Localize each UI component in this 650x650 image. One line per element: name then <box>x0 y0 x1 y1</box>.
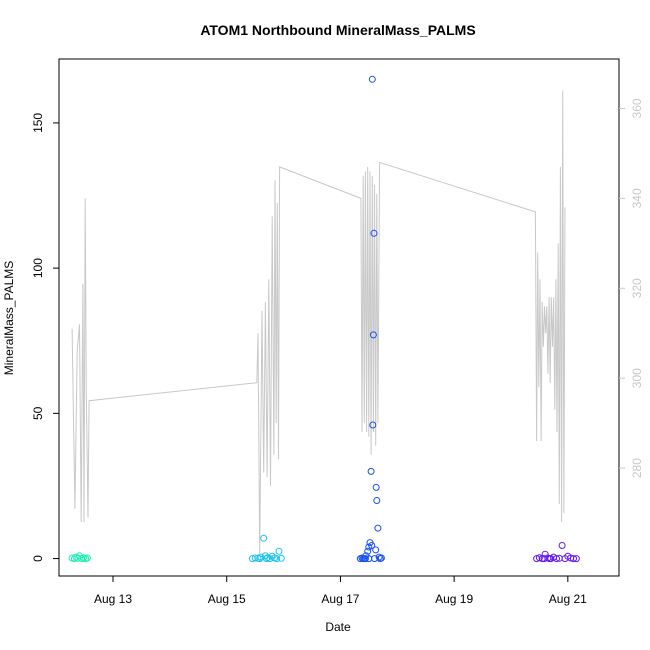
data-point <box>372 546 380 554</box>
data-point <box>361 555 369 563</box>
data-point <box>570 555 577 563</box>
data-point <box>369 421 377 429</box>
points-layer <box>68 75 580 563</box>
data-point <box>546 555 554 563</box>
secondary-line <box>71 90 566 554</box>
data-point <box>367 467 375 475</box>
y-tick-label: 50 <box>31 406 45 420</box>
data-point <box>558 542 566 549</box>
data-point <box>368 542 376 549</box>
data-point <box>83 554 91 562</box>
data-point <box>370 229 378 237</box>
x-axis: Aug 13 Aug 15 Aug 17 Aug 19 Aug 21 <box>94 576 587 606</box>
x-tick-label: Aug 21 <box>549 592 587 606</box>
y-tick-label: 0 <box>31 555 45 562</box>
data-point <box>369 331 377 339</box>
data-point <box>364 547 372 555</box>
y-axis-right: 280 300 320 340 360 <box>619 98 644 478</box>
y2-tick-label: 340 <box>630 188 644 208</box>
plot-frame <box>58 58 620 577</box>
y-tick-label: 150 <box>31 113 45 133</box>
secondary-line-layer <box>71 90 566 554</box>
data-point <box>263 555 270 563</box>
data-point <box>273 555 281 563</box>
x-tick-label: Aug 19 <box>435 592 473 606</box>
data-point <box>535 554 543 562</box>
data-point <box>275 547 283 555</box>
data-point <box>377 554 385 562</box>
data-point <box>365 555 373 563</box>
y2-tick-label: 320 <box>630 278 644 298</box>
data-point <box>572 555 580 563</box>
x-axis-label: Date <box>325 620 351 634</box>
y-axis-label: MineralMass_PALMS <box>2 261 16 375</box>
x-tick-label: Aug 13 <box>94 592 132 606</box>
y-tick-label: 100 <box>31 258 45 278</box>
y-axis: 0 50 100 150 <box>31 113 59 562</box>
data-point <box>372 483 380 491</box>
data-point <box>70 555 78 563</box>
data-point <box>260 534 268 542</box>
data-point <box>374 524 382 532</box>
chart-title: ATOM1 Northbound MineralMass_PALMS <box>200 22 475 38</box>
y2-tick-label: 300 <box>630 368 644 388</box>
data-point <box>373 497 381 504</box>
x-tick-label: Aug 17 <box>321 592 359 606</box>
data-point <box>368 75 376 83</box>
data-point <box>266 555 274 563</box>
data-point <box>277 554 285 562</box>
x-tick-label: Aug 15 <box>208 592 246 606</box>
y2-tick-label: 280 <box>630 458 644 478</box>
data-point <box>256 555 264 563</box>
data-point <box>553 555 560 563</box>
y2-tick-label: 360 <box>630 98 644 118</box>
